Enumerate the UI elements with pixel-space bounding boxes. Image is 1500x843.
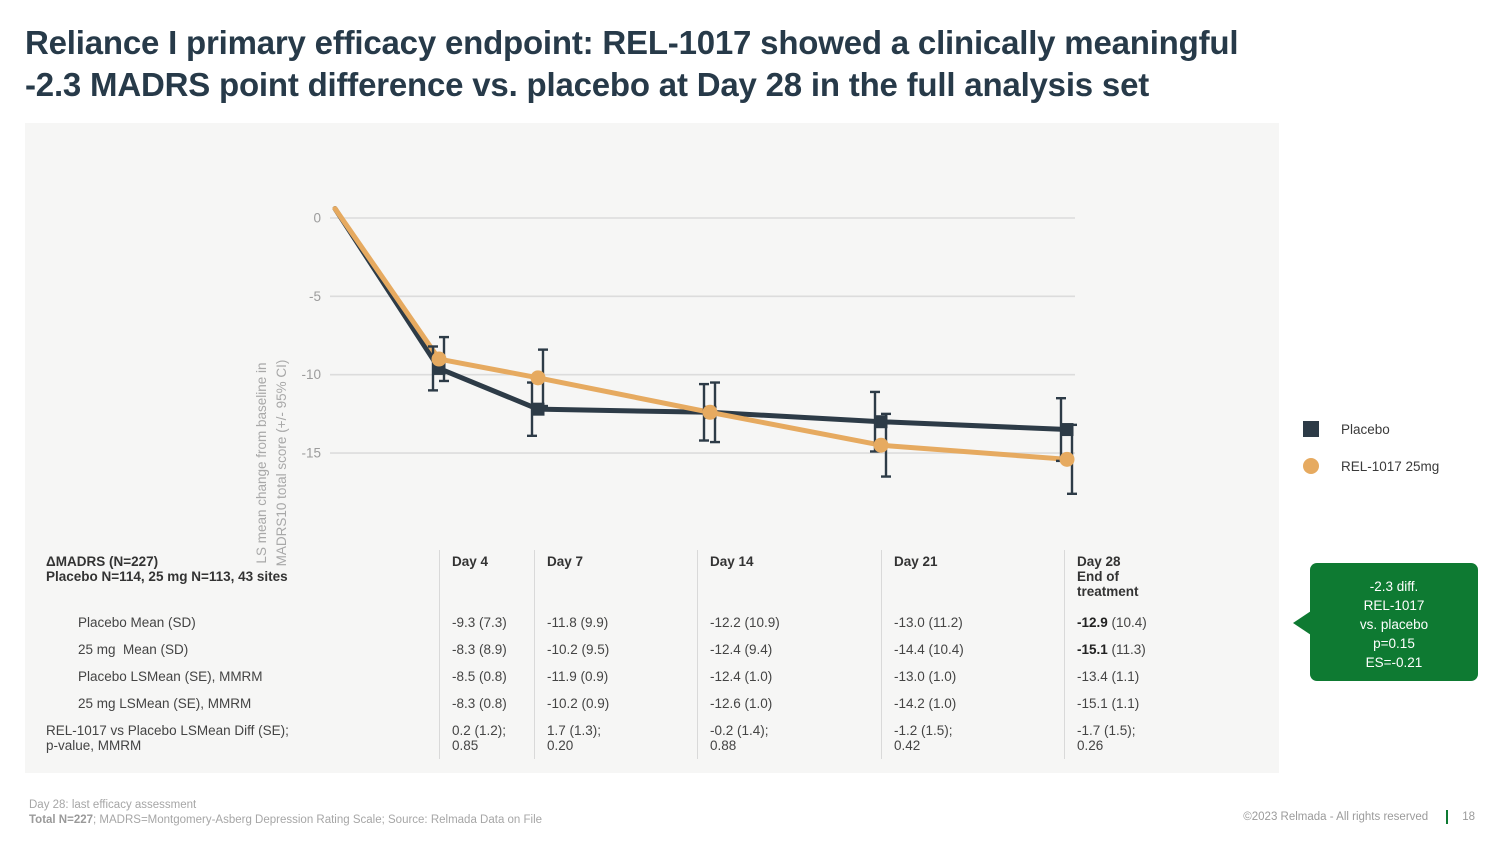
table-cell: -12.4 (1.0) (697, 663, 881, 690)
table-cell: -8.3 (8.9) (439, 636, 534, 663)
data-point-rel-1017-25mg (1059, 451, 1075, 467)
madrs-results-table: ΔMADRS (N=227) Placebo N=114, 25 mg N=11… (25, 550, 1185, 759)
data-point-placebo (531, 402, 545, 416)
y-tick-label: -10 (301, 367, 321, 382)
table-cell: 0.2 (1.2); 0.85 (439, 717, 534, 759)
table-cell: -12.6 (1.0) (697, 690, 881, 717)
legend-label: REL-1017 25mg (1341, 458, 1440, 474)
efficacy-line-chart: 0 -5 -10 -15 (301, 206, 1077, 495)
copyright-text: ©2023 Relmada - All rights reserved (1243, 811, 1429, 823)
legend-item-placebo: Placebo (1303, 421, 1439, 437)
callout-line: -2.3 diff. (1369, 579, 1419, 594)
table-cell: -13.4 (1.1) (1064, 663, 1185, 690)
column-header: Day 28 End of treatment (1064, 550, 1185, 609)
row-label: 25 mg Mean (SD) (78, 642, 189, 657)
slide-footer: ©2023 Relmada - All rights reserved 18 (1243, 810, 1475, 824)
table-cell: -1.2 (1.5); 0.42 (881, 717, 1064, 759)
table-cell: -15.1 (11.3) (1064, 636, 1185, 663)
data-point-rel-1017-25mg (431, 351, 447, 367)
y-tick-label: -15 (301, 446, 321, 461)
table-cell: -8.5 (0.8) (439, 663, 534, 690)
data-point-rel-1017-25mg (873, 437, 889, 453)
callout-line: REL-1017 (1363, 598, 1425, 613)
table-cell: -1.7 (1.5); 0.26 (1064, 717, 1185, 759)
chart-legend: Placebo REL-1017 25mg (1303, 421, 1439, 495)
data-point-rel-1017-25mg (530, 370, 546, 386)
data-point-placebo (1060, 423, 1074, 437)
table-header-label: ΔMADRS (N=227) Placebo N=114, 25 mg N=11… (46, 554, 288, 584)
square-marker-icon (1303, 421, 1319, 437)
table-cell: -9.3 (7.3) (439, 609, 534, 636)
table-cell: -8.3 (0.8) (439, 690, 534, 717)
series-line-rel-1017-25mg (332, 206, 1070, 462)
row-label: REL-1017 vs Placebo LSMean Diff (SE); p-… (46, 723, 289, 753)
series-line-placebo (332, 206, 1070, 433)
footnote-total-n: Total N=227 (29, 813, 94, 826)
table-cell: -13.0 (1.0) (881, 663, 1064, 690)
result-callout: -2.3 diff. REL-1017 vs. placebo p=0.15 E… (1293, 563, 1478, 681)
column-header: Day 21 (881, 550, 1064, 609)
row-label: Placebo LSMean (SE), MMRM (78, 669, 263, 684)
slide-title: Reliance I primary efficacy endpoint: RE… (25, 24, 1239, 103)
callout-arrow-left (1293, 611, 1311, 635)
callout-line: ES=-0.21 (1365, 655, 1423, 670)
table-cell: -14.4 (10.4) (881, 636, 1064, 663)
column-header: Day 4 (439, 550, 534, 609)
column-header: Day 7 (534, 550, 697, 609)
column-header: Day 14 (697, 550, 881, 609)
y-tick-label: -5 (309, 289, 321, 304)
table-cell: -11.8 (9.9) (534, 609, 697, 636)
legend-label: Placebo (1341, 421, 1390, 437)
row-label: Placebo Mean (SD) (78, 615, 196, 630)
y-tick-label: 0 (313, 211, 321, 226)
data-point-rel-1017-25mg (702, 404, 718, 420)
table-cell: -12.4 (9.4) (697, 636, 881, 663)
row-label: 25 mg LSMean (SE), MMRM (78, 696, 252, 711)
legend-item-rel-1017-25mg: REL-1017 25mg (1303, 458, 1439, 474)
callout-line: vs. placebo (1359, 617, 1429, 632)
table-cell: 1.7 (1.3); 0.20 (534, 717, 697, 759)
table-cell: -10.2 (0.9) (534, 690, 697, 717)
data-point-placebo (874, 415, 888, 429)
callout-line: p=0.15 (1373, 636, 1415, 651)
table-cell: -10.2 (9.5) (534, 636, 697, 663)
footnote-line-2: Total N=227; MADRS=Montgomery-Asberg Dep… (29, 813, 542, 828)
footnote-line-2-rest: ; MADRS=Montgomery-Asberg Depression Rat… (93, 813, 543, 826)
footnotes: Day 28: last efficacy assessment Total N… (29, 798, 542, 827)
page-number-divider (1446, 810, 1449, 824)
circle-marker-icon (1303, 458, 1319, 474)
table-cell: -12.9 (10.4) (1064, 609, 1185, 636)
table-cell: -14.2 (1.0) (881, 690, 1064, 717)
table-cell: -15.1 (1.1) (1064, 690, 1185, 717)
table-cell: -12.2 (10.9) (697, 609, 881, 636)
table-cell: -0.2 (1.4); 0.88 (697, 717, 881, 759)
page-number: 18 (1462, 811, 1475, 823)
chart-table-panel: 0 -5 -10 -15 LS mean change from baseline i… (25, 123, 1279, 773)
table-cell: -11.9 (0.9) (534, 663, 697, 690)
footnote-line-1: Day 28: last efficacy assessment (29, 799, 197, 811)
table-cell: -13.0 (11.2) (881, 609, 1064, 636)
